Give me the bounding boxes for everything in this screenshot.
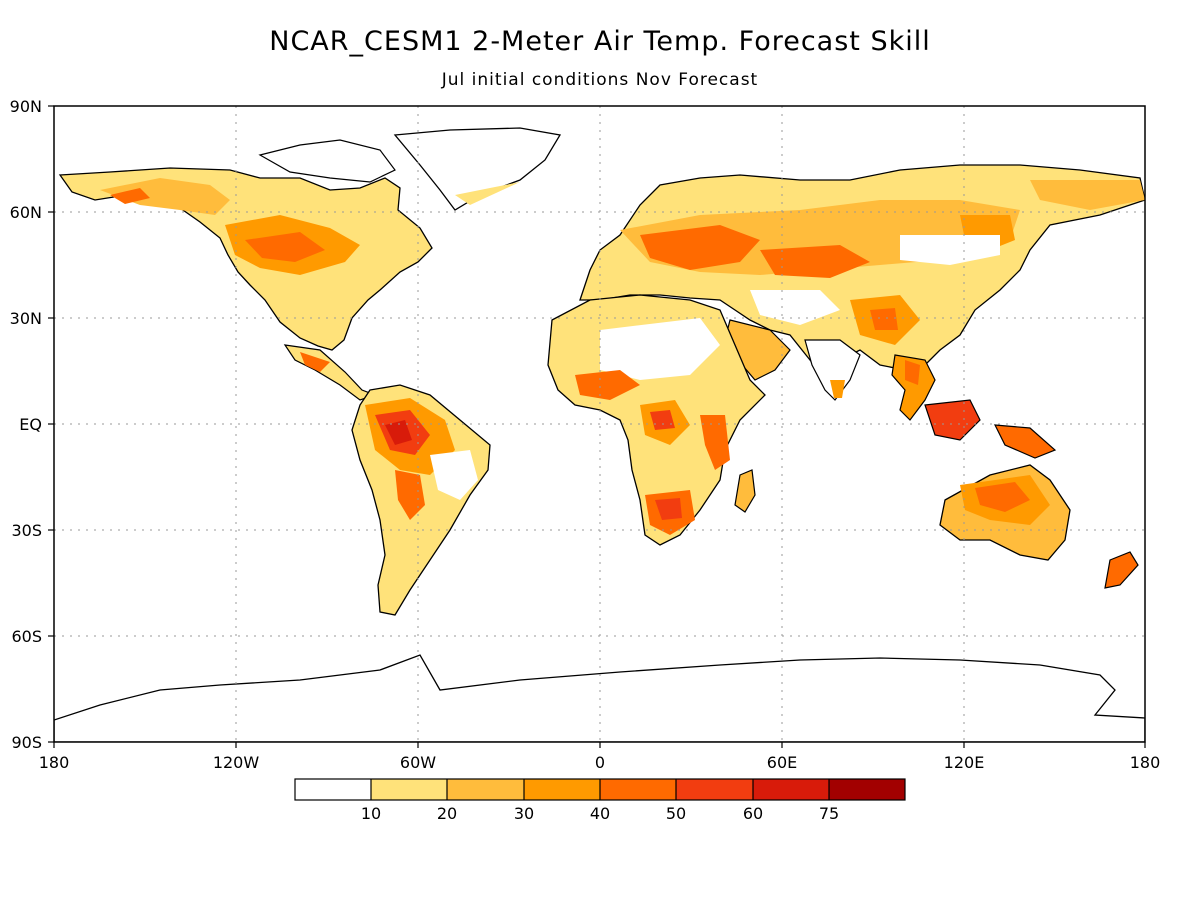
lon-label-120e: 120E: [944, 753, 985, 772]
colorbar-label-75: 75: [819, 804, 839, 823]
colorbar-swatch-2: [447, 779, 524, 800]
colorbar-label-40: 40: [590, 804, 610, 823]
colorbar-swatch-1: [371, 779, 447, 800]
colorbar-label-10: 10: [361, 804, 381, 823]
latitude-labels: 90N 60N 30N EQ 30S 60S 90S: [10, 97, 42, 752]
central-america: [283, 344, 377, 401]
southeast-asia: [891, 354, 936, 421]
lat-label-30n: 30N: [10, 309, 42, 328]
lon-label-0: 0: [595, 753, 605, 772]
arctic-islands: [258, 139, 396, 183]
map-gridlines: [54, 106, 1145, 742]
new-guinea: [993, 424, 1057, 459]
lon-label-120w: 120W: [213, 753, 260, 772]
colorbar-label-30: 30: [514, 804, 534, 823]
colorbar-swatch-6: [753, 779, 829, 800]
lon-label-180w: 180: [39, 753, 70, 772]
greenland: [393, 127, 562, 211]
map-subtitle: Jul initial conditions Nov Forecast: [441, 70, 759, 90]
longitude-labels: 180 120W 60W 0 60E 120E 180: [39, 753, 1161, 772]
colorbar-label-60: 60: [743, 804, 763, 823]
lon-label-180e: 180: [1130, 753, 1161, 772]
colorbar-swatch-4: [600, 779, 676, 800]
madagascar: [734, 469, 756, 513]
lon-label-60e: 60E: [767, 753, 797, 772]
map-title: NCAR_CESM1 2-Meter Air Temp. Forecast Sk…: [269, 26, 931, 57]
indonesia: [924, 399, 981, 441]
new-zealand: [1104, 551, 1139, 589]
colorbar-label-50: 50: [666, 804, 686, 823]
colorbar-label-20: 20: [437, 804, 457, 823]
colorbar-swatch-3: [524, 779, 600, 800]
lat-label-eq: EQ: [19, 415, 42, 434]
colorbar-swatch-5: [676, 779, 753, 800]
colorbar-swatch-0: [295, 779, 371, 800]
land-skill-shading: [54, 127, 1145, 742]
axis-ticks: [48, 105, 1146, 748]
lat-label-60n: 60N: [10, 203, 42, 222]
lat-label-30s: 30S: [11, 521, 42, 540]
colorbar-swatch-7: [829, 779, 905, 800]
colorbar: 10 20 30 40 50 60 75: [294, 778, 906, 823]
lat-label-60s: 60S: [11, 627, 42, 646]
lat-label-90n: 90N: [10, 97, 42, 116]
lat-label-90s: 90S: [11, 733, 42, 752]
lon-label-60w: 60W: [400, 753, 436, 772]
